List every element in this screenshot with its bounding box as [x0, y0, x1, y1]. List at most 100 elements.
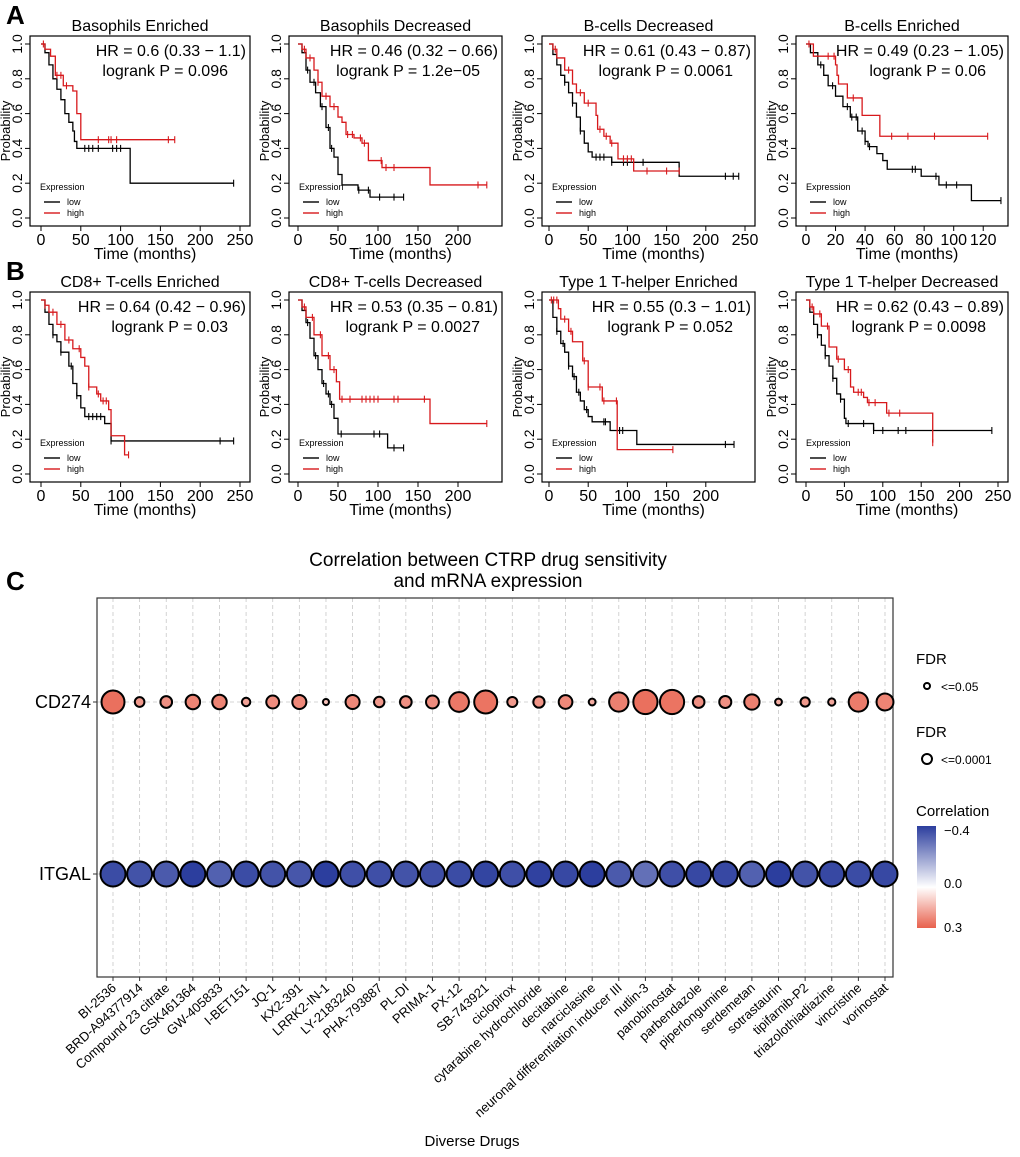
bubble-ITGAL: [871, 860, 899, 888]
bubble-ITGAL: [365, 860, 393, 888]
bubble-ITGAL: [631, 860, 659, 888]
km-plot-3: B-cells Decreased 0.0 0.2 0.4 0.6 0.8 1.0 Proba…: [510, 18, 758, 263]
x-axis-label: Time (months): [94, 502, 197, 519]
x-axis-label: Time (months): [94, 246, 197, 263]
hr-annotation: HR = 0.62 (0.43 − 0.89): [836, 299, 1004, 316]
bubble-ITGAL: [818, 860, 846, 888]
bubble-CD274: [240, 696, 252, 708]
y-tick-label: 0.4: [268, 138, 284, 158]
y-tick-label: 0.6: [268, 360, 284, 380]
y-axis-label: Probability: [764, 356, 779, 417]
bubble-ITGAL: [791, 860, 819, 888]
x-tick-label: 100: [940, 232, 967, 249]
y-tick-label: 1.0: [9, 290, 25, 310]
y-tick-label: 0.8: [268, 69, 284, 89]
bubble-ITGAL: [525, 860, 553, 888]
plot-frame: [29, 291, 251, 483]
x-tick-label: 0: [545, 232, 554, 249]
km-title: B-cells Enriched: [844, 18, 960, 35]
legend-label-high: high: [579, 208, 596, 218]
km-plot-1: Basophils Enriched 0.0 0.2 0.4 0.6 0.8 1.0 Prob…: [0, 18, 253, 263]
km-curve-low: [549, 299, 735, 446]
legend-label-low: low: [326, 197, 340, 207]
km-curve-high: [549, 299, 673, 451]
bubble-CD274: [608, 691, 630, 713]
y-axis-label: Probability: [0, 100, 13, 161]
x-axis-label: Time (months): [602, 502, 705, 519]
hr-annotation: HR = 0.49 (0.23 − 1.05): [836, 43, 1004, 60]
y-axis-label: Probability: [764, 100, 779, 161]
legend-label-low: low: [833, 197, 847, 207]
x-tick-label: 200: [692, 488, 719, 505]
x-tick-label: 250: [227, 232, 254, 249]
bubble-CD274: [211, 693, 228, 711]
x-tick-label: 60: [886, 232, 904, 249]
y-axis-label: Probability: [257, 356, 272, 417]
km-plot-8: Type 1 T-helper Decreased 0.0 0.2 0.4 0.6 0.8…: [764, 274, 1011, 519]
y-tick-label: 0.0: [775, 208, 791, 228]
x-tick-label: 200: [187, 232, 214, 249]
x-tick-label: 200: [445, 232, 472, 249]
x-tick-label: 150: [405, 488, 432, 505]
logrank-annotation: logrank P = 0.03: [111, 319, 228, 336]
bubble-CD274: [448, 691, 470, 713]
bubble-ITGAL: [472, 860, 500, 888]
km-curve-low: [41, 43, 234, 184]
x-tick-label: 200: [692, 232, 719, 249]
bubble-CD274: [321, 698, 330, 706]
x-tick-label: 150: [653, 488, 680, 505]
km-title: Type 1 T-helper Enriched: [559, 274, 737, 291]
y-tick-label: 0.4: [521, 138, 537, 158]
hr-annotation: HR = 0.55 (0.3 − 1.01): [592, 299, 751, 316]
legend-title: Expression: [552, 438, 597, 448]
bubble-CD274: [265, 694, 281, 710]
y-tick-label: 1.0: [268, 34, 284, 54]
km-curve-high: [298, 299, 487, 425]
y-tick-label: 0.6: [775, 104, 791, 124]
km-curve-low: [806, 299, 992, 432]
km-title: CD8+ T-cells Enriched: [60, 274, 219, 291]
y-tick-label: 0.2: [521, 429, 537, 449]
panel-label-C: C: [6, 566, 25, 596]
legend-label-low: low: [67, 453, 81, 463]
legend-title: Expression: [40, 182, 85, 192]
legend-label-low: low: [579, 197, 593, 207]
km-curve-low: [806, 43, 1001, 202]
gene-label-CD274: CD274: [35, 692, 91, 712]
hr-annotation: HR = 0.46 (0.32 − 0.66): [330, 43, 498, 60]
plot-frame: [29, 35, 251, 227]
legend-label-high: high: [67, 464, 84, 474]
x-tick-label: 100: [365, 232, 392, 249]
y-tick-label: 0.6: [775, 360, 791, 380]
color-legend-title: Correlation: [916, 803, 989, 820]
y-tick-label: 0.6: [521, 104, 537, 124]
bubble-ITGAL: [685, 860, 713, 888]
chart-title-line-2: and mRNA expression: [393, 571, 582, 592]
km-plot-7: Type 1 T-helper Enriched 0.0 0.2 0.4 0.6 0.8 1…: [510, 274, 756, 519]
plot-frame: [288, 291, 503, 483]
bubble-ITGAL: [605, 860, 633, 888]
bubble-ITGAL: [152, 860, 180, 888]
plot-frame: [795, 35, 1009, 227]
y-tick-label: 0.2: [775, 173, 791, 193]
fdr-legend-label-2: <=0.0001: [941, 753, 992, 767]
y-tick-label: 0.8: [268, 325, 284, 345]
bubble-ITGAL: [392, 860, 420, 888]
legend-title: Expression: [806, 182, 851, 192]
y-axis-label: Probability: [257, 100, 272, 161]
x-tick-label: 150: [147, 488, 174, 505]
bubble-CD274: [875, 692, 895, 712]
x-tick-label: 250: [732, 232, 759, 249]
legend-label-high: high: [833, 464, 850, 474]
logrank-annotation: logrank P = 1.2e−05: [336, 63, 480, 80]
logrank-annotation: logrank P = 0.0027: [346, 319, 481, 336]
x-tick-label: 0: [545, 488, 554, 505]
y-tick-label: 0.8: [9, 69, 25, 89]
bubble-CD274: [133, 696, 146, 708]
x-tick-label: 40: [856, 232, 874, 249]
x-tick-label: 200: [445, 488, 472, 505]
km-title: CD8+ T-cells Decreased: [309, 274, 483, 291]
y-tick-label: 0.2: [268, 173, 284, 193]
legend-title: Expression: [299, 438, 344, 448]
legend-label-high: high: [326, 208, 343, 218]
